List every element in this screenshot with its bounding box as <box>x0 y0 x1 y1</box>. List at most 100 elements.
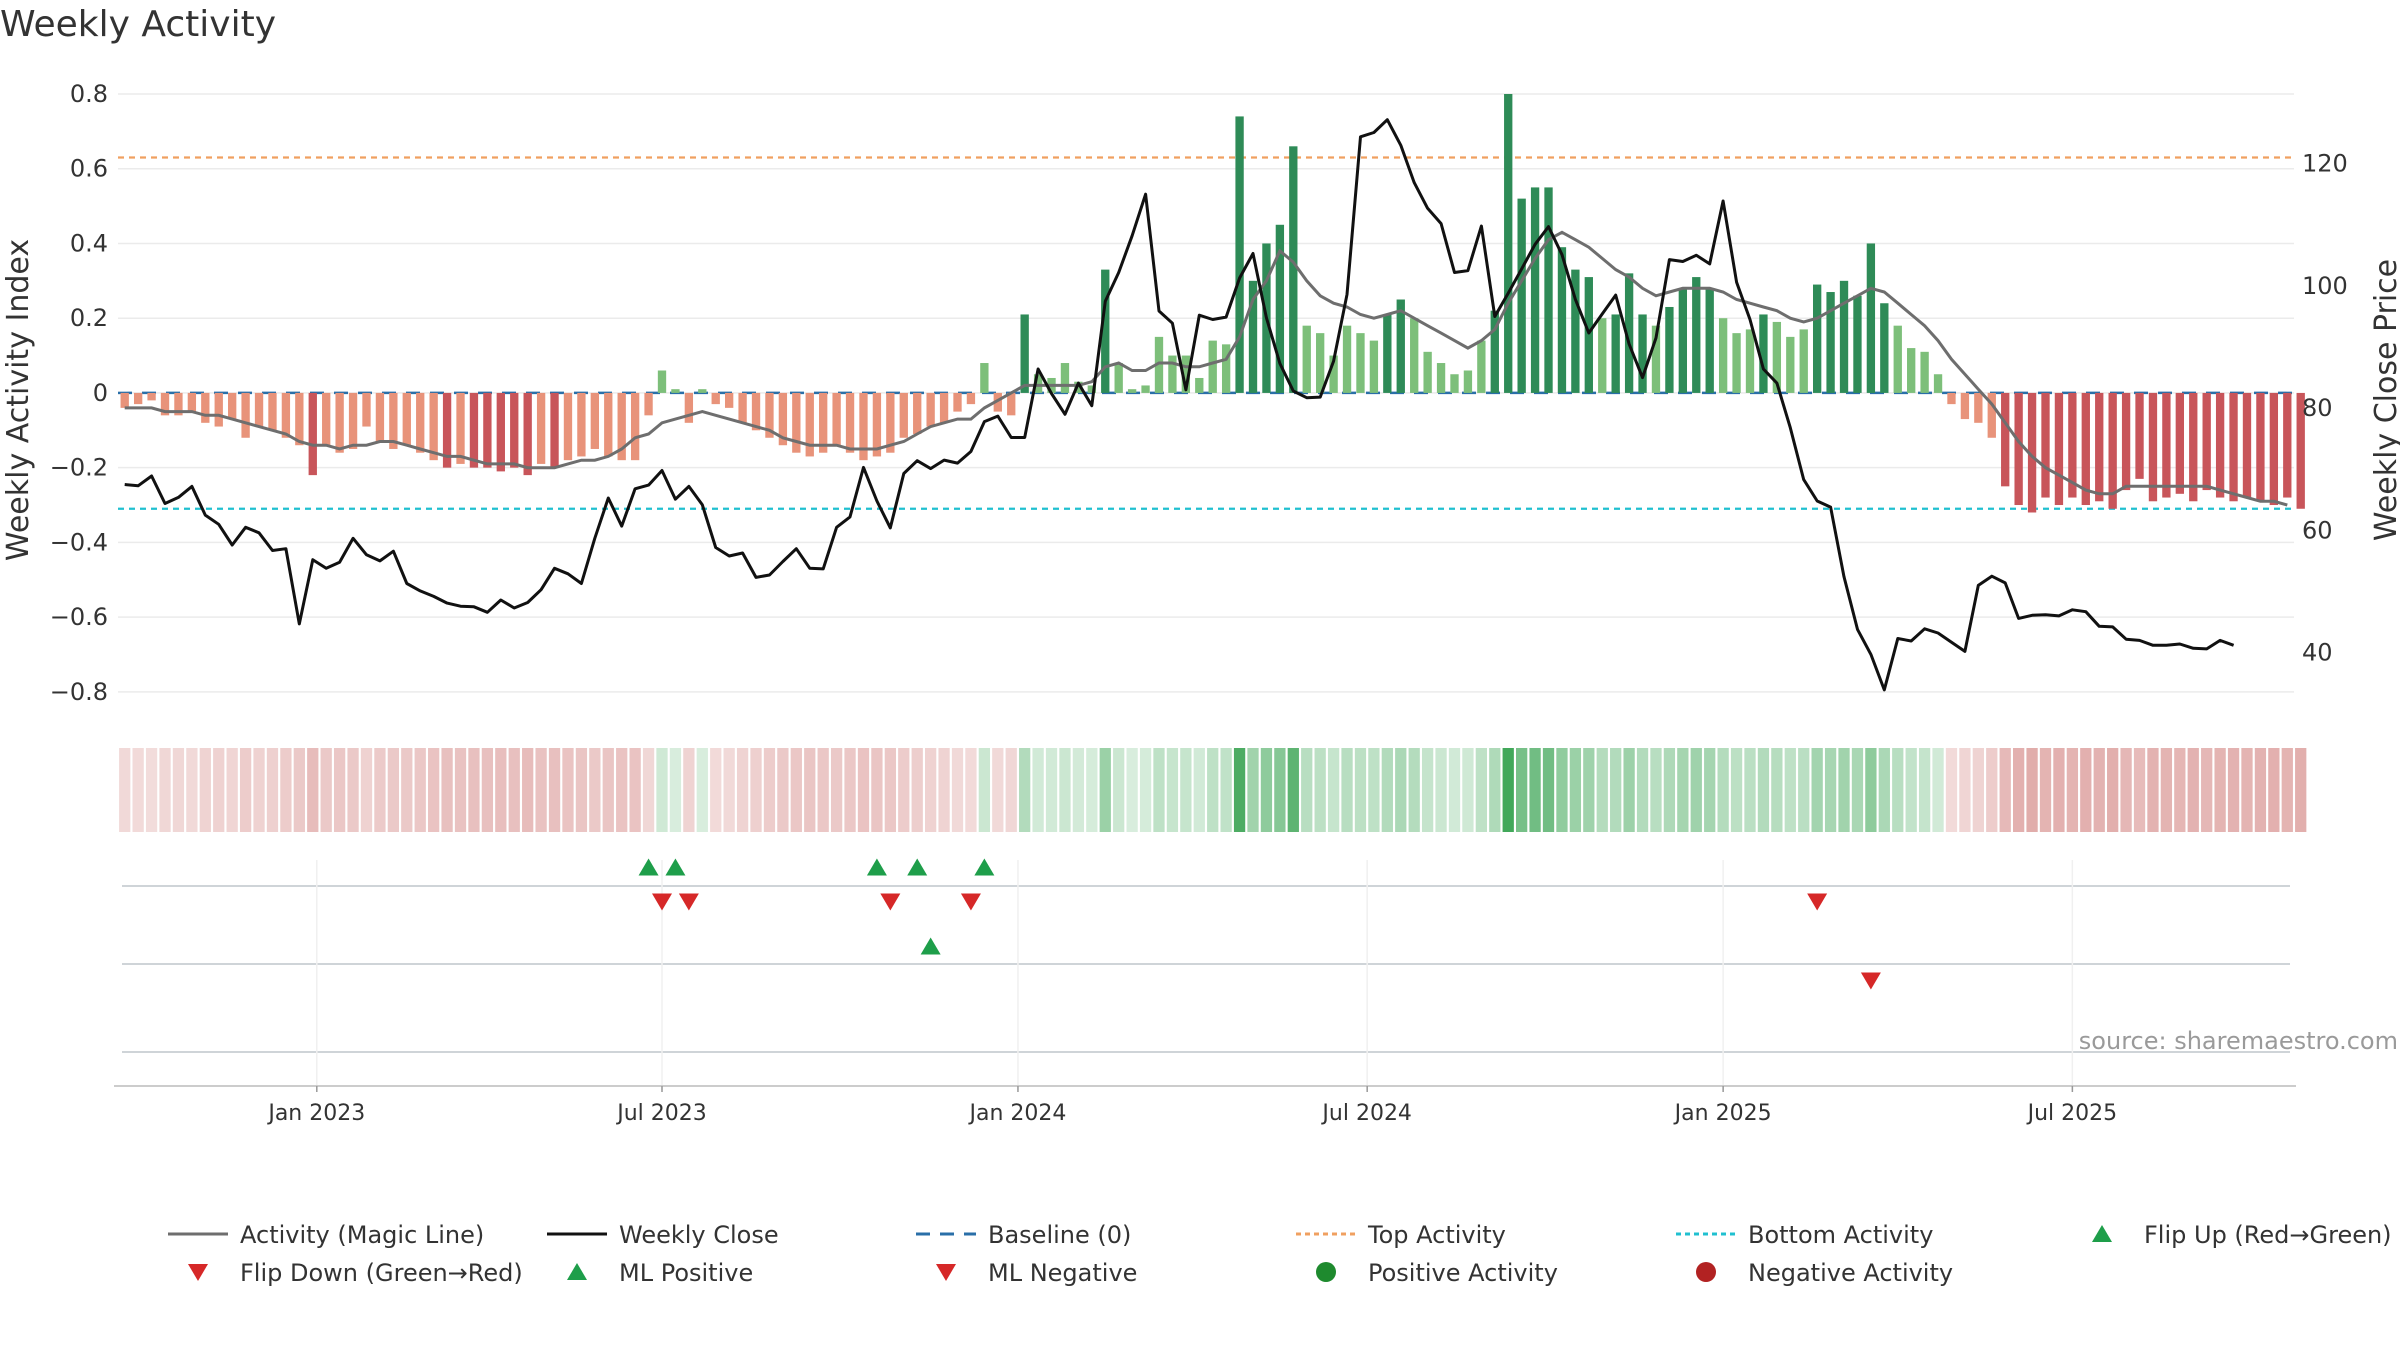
flip-down-marker-2 <box>880 893 901 911</box>
heat-cell-69 <box>1045 748 1058 832</box>
activity-bar-54 <box>845 392 855 453</box>
heat-cell-156 <box>2214 748 2226 832</box>
heat-cell-98 <box>1435 748 1447 832</box>
heat-cell-38 <box>629 748 641 832</box>
x-tick-label-1: Jul 2023 <box>615 1101 707 1126</box>
legend-label-8: ML Negative <box>988 1259 1137 1287</box>
activity-bar-17 <box>348 392 358 449</box>
activity-bar-156 <box>2215 392 2225 498</box>
heat-cell-123 <box>1771 748 1783 832</box>
activity-bar-112 <box>1624 273 1634 393</box>
heat-cell-136 <box>1945 748 1958 832</box>
heat-cell-103 <box>1502 748 1514 832</box>
magic-line-series <box>124 230 2288 507</box>
heat-cell-104 <box>1516 748 1528 832</box>
heat-cell-95 <box>1395 748 1407 832</box>
activity-bar-34 <box>577 392 586 457</box>
legend: Activity (Magic Line) Weekly Close Baselin… <box>168 1221 2392 1287</box>
heat-cell-110 <box>1596 748 1608 832</box>
heat-cell-143 <box>2039 748 2052 832</box>
heat-cell-20 <box>387 748 399 832</box>
flip-down-marker-1 <box>678 893 699 911</box>
heat-cell-131 <box>1878 748 1890 832</box>
activity-bar-159 <box>2256 392 2265 502</box>
heat-cell-127 <box>1824 748 1837 832</box>
heat-cell-135 <box>1932 748 1944 832</box>
heat-cell-52 <box>817 748 829 832</box>
heat-cell-10 <box>253 748 265 832</box>
x-tick-label-4: Jan 2025 <box>1673 1101 1772 1126</box>
y2-tick-label-3: 60 <box>2302 516 2333 544</box>
heat-cell-29 <box>508 748 520 832</box>
activity-bar-146 <box>2081 392 2090 506</box>
activity-bar-78 <box>1168 355 1177 393</box>
activity-bar-115 <box>1665 306 1674 393</box>
heat-cell-11 <box>266 748 279 832</box>
activity-bar-58 <box>899 392 908 438</box>
activity-bar-160 <box>2269 392 2279 506</box>
activity-bar-66 <box>1007 392 1016 416</box>
y-tick-label-0: 0.8 <box>70 80 108 108</box>
activity-bar-24 <box>442 392 452 468</box>
legend-swatch-5 <box>2092 1225 2112 1242</box>
heat-cell-126 <box>1811 748 1823 832</box>
activity-bar-5 <box>187 392 197 412</box>
heat-cell-133 <box>1905 748 1917 832</box>
heat-cell-5 <box>186 748 198 832</box>
activity-bar-92 <box>1356 333 1365 393</box>
activity-bar-0 <box>120 392 129 408</box>
heat-cell-2 <box>145 748 158 832</box>
activity-bar-10 <box>254 392 264 427</box>
activity-bar-68 <box>1033 374 1043 393</box>
activity-bar-88 <box>1302 325 1311 393</box>
activity-bar-36 <box>604 392 613 457</box>
activity-bar-123 <box>1772 321 1782 393</box>
activity-bar-80 <box>1195 377 1204 393</box>
heat-cell-157 <box>2227 748 2240 832</box>
activity-bar-16 <box>335 392 344 453</box>
heat-cell-162 <box>2295 748 2307 832</box>
activity-bar-31 <box>536 392 546 464</box>
heat-cell-37 <box>616 748 628 832</box>
heat-cell-76 <box>1139 748 1152 832</box>
heat-cell-6 <box>199 748 211 832</box>
activity-bar-90 <box>1329 355 1338 393</box>
activity-bar-150 <box>2135 392 2144 479</box>
heat-cell-144 <box>2053 748 2065 832</box>
heat-cell-92 <box>1354 748 1367 832</box>
activity-bar-39 <box>644 392 653 416</box>
heat-cell-74 <box>1113 748 1125 832</box>
legend-label-1: Weekly Close <box>619 1221 779 1249</box>
heat-cell-158 <box>2241 748 2253 832</box>
activity-bar-14 <box>308 392 317 476</box>
heat-cell-108 <box>1569 748 1582 832</box>
activity-bar-152 <box>2162 392 2171 498</box>
axes: 0.8 0.6 0.4 0.2 0 −0.2 −0.4 −0.6 −0.8 120 100 80 60 4… <box>50 80 2348 1126</box>
heat-cell-75 <box>1126 748 1138 832</box>
chart-title: Weekly Activity <box>0 4 277 45</box>
flip-down-marker-0 <box>652 893 672 911</box>
heat-cell-138 <box>1972 748 1984 832</box>
y-axis-label: Weekly Activity Index <box>1 239 36 561</box>
activity-bar-21 <box>402 392 411 446</box>
activity-bar-127 <box>1826 292 1835 393</box>
heat-cell-44 <box>710 748 722 832</box>
heat-cell-12 <box>280 748 292 832</box>
heat-cell-55 <box>857 748 870 832</box>
activity-bar-137 <box>1960 392 1970 420</box>
heat-cell-115 <box>1663 748 1676 832</box>
activity-bar-52 <box>819 392 828 453</box>
activity-bar-157 <box>2229 392 2238 502</box>
activity-bar-64 <box>980 363 989 393</box>
legend-label-6: Flip Down (Green→Red) <box>240 1259 523 1287</box>
legend-swatch-9 <box>1316 1262 1336 1282</box>
activity-bar-122 <box>1759 314 1768 393</box>
activity-bar-12 <box>281 392 291 438</box>
y2-tick-label-0: 120 <box>2302 150 2348 178</box>
flip-up-marker-0 <box>638 858 659 876</box>
legend-label-2: Baseline (0) <box>988 1221 1131 1249</box>
activity-bar-59 <box>913 392 922 435</box>
activity-bar-105 <box>1530 187 1540 393</box>
heat-cell-140 <box>1999 748 2011 832</box>
